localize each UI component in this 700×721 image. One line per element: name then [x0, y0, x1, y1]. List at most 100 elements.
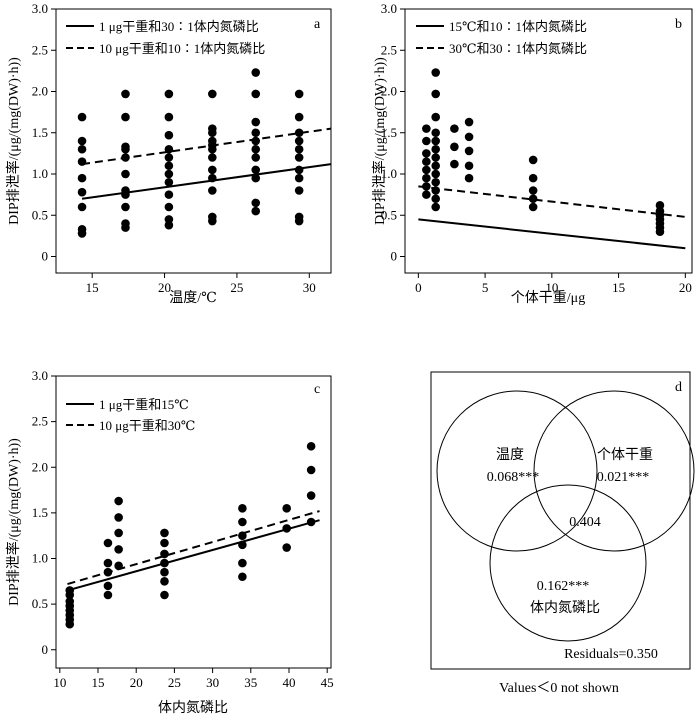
panel-a-ytick-label: 1.5	[32, 125, 48, 140]
panel-b-point	[431, 89, 441, 99]
panel-b-point	[422, 190, 431, 199]
panel-a-xtick-label: 30	[303, 280, 316, 295]
panel-c-point	[238, 572, 247, 582]
panel-a-point	[77, 173, 87, 183]
panel-b-frame	[404, 8, 693, 274]
panel-a-point	[294, 153, 304, 162]
panel-b-point	[431, 169, 441, 179]
panel-a-ytick-label: 2.5	[32, 42, 48, 57]
panel-a-ytick-label: 1.0	[32, 166, 48, 181]
panel-a-point	[77, 136, 87, 146]
panel-a-ytick-label: 0	[42, 249, 49, 264]
panel-b-point	[422, 136, 431, 146]
panel-a-point	[251, 165, 261, 175]
panel-c-letter: c	[314, 382, 320, 397]
panel-a-point	[77, 187, 87, 197]
panel-b-dashed-fit-line	[418, 185, 686, 218]
panel-a-ytick-label: 2.0	[32, 84, 48, 99]
panel-c-point	[114, 513, 123, 522]
panel-b-point	[431, 128, 441, 138]
panel-c-point	[160, 590, 169, 600]
panel-c-point	[306, 441, 316, 451]
panel-b-point	[431, 136, 441, 146]
panel-a-point	[208, 153, 217, 162]
panel-a-plot: 0 0.5 1.0 1.5 2.0 2.5 3.0 15 20 25 30	[32, 1, 332, 295]
venn-circle-temperature	[436, 390, 598, 552]
panel-c-ylabel: DIP排泄率/(μg/(mg(DW)·h))	[5, 438, 22, 606]
panel-b-point	[450, 124, 459, 133]
panel-a-point	[164, 130, 174, 140]
panel-a-point	[77, 144, 87, 154]
panel-a-point	[294, 186, 304, 195]
panel-a-xtick-label: 15	[86, 280, 99, 295]
venn-residuals: Residuals=0.350	[564, 647, 658, 662]
panel-b-point	[528, 202, 538, 212]
panel-c-ytick-label: 0	[42, 642, 49, 657]
venn-temperature-value: 0.068***	[487, 470, 540, 485]
panel-c-frame	[55, 375, 332, 669]
panel-b-point	[431, 144, 441, 154]
panel-a-point	[164, 112, 174, 122]
panel-c-xtick-label: 15	[92, 675, 105, 690]
panel-a-point	[77, 202, 87, 212]
panel-a-point	[251, 117, 261, 127]
panel-a-point	[208, 186, 217, 195]
panel-b-point	[422, 124, 431, 133]
panel-b-point	[528, 173, 538, 183]
panel-c-point	[238, 558, 247, 568]
venn-circle-body-weight	[533, 390, 695, 552]
panel-c-point	[65, 597, 75, 606]
panel-a-point	[121, 89, 130, 99]
panel-b: 0 0.5 1.0 1.5 2.0 2.5 3.0 0 5 10 15 20 b 15℃和10∶1体内…	[371, 1, 693, 306]
panel-a-point	[164, 190, 174, 199]
panel-a-point	[121, 142, 130, 152]
venn-np-ratio-label: 体内氮磷比	[530, 600, 600, 616]
panel-b-point	[450, 142, 459, 152]
panel-b-point	[431, 68, 441, 77]
panel-d-venn: d 温度 0.068*** 个体干重 0.021*** 0.404 0.162*…	[430, 371, 695, 670]
panel-a-point	[164, 169, 174, 179]
panel-c-point	[160, 528, 169, 538]
panel-a-point	[251, 89, 261, 99]
panel-c-xtick-label: 25	[168, 675, 181, 690]
panel-b-point	[431, 153, 441, 162]
panel-c-xlabel: 体内氮磷比	[158, 700, 228, 716]
panel-b-xtick-label: 15	[612, 280, 625, 295]
panel-b-ytick-label: 2.5	[381, 42, 397, 57]
panel-c-point	[160, 538, 169, 548]
panel-a-point	[77, 112, 87, 122]
panel-c-point	[114, 545, 123, 554]
panel-a-point	[208, 124, 217, 133]
panel-c-ytick-label: 1.5	[32, 505, 48, 520]
panel-c-point	[306, 491, 316, 500]
panel-d-letter: d	[675, 380, 682, 395]
panel-a-point	[294, 128, 304, 138]
panel-a-point	[294, 144, 304, 154]
panel-c-solid-fit-line	[67, 519, 320, 592]
panel-b-point	[528, 186, 538, 195]
panel-a-xtick-label: 25	[230, 280, 243, 295]
legend-a-dashed-label: 10 μg干重和10∶1体内氮磷比	[99, 41, 265, 56]
panel-a-point	[208, 136, 217, 146]
panel-d-frame	[430, 371, 691, 670]
panel-c-xtick-label: 40	[282, 675, 295, 690]
panel-c-point	[103, 581, 113, 591]
panel-a-point	[208, 212, 217, 222]
panel-c-plot: 0 0.5 1.0 1.5 2.0 2.5 3.0 10 15 20 25 30 35 40 45	[32, 368, 334, 690]
panel-b-point	[464, 132, 474, 142]
panel-c-ytick-label: 1.0	[32, 551, 48, 566]
panel-c-ytick-label: 2.0	[32, 459, 48, 474]
panel-b-point	[431, 194, 441, 204]
panel-a-dashed-fit-line	[81, 127, 332, 166]
panel-a-point	[164, 215, 174, 224]
panel-a-point	[251, 198, 261, 208]
panel-a-point	[251, 144, 261, 154]
panel-b-point	[431, 161, 441, 171]
panel-c-point	[238, 517, 247, 527]
panel-a-point	[294, 112, 304, 122]
panel-b-ytick-label: 1.0	[381, 166, 397, 181]
panel-a-point	[294, 136, 304, 146]
panel-b-xtick-label: 10	[545, 280, 558, 295]
panel-c: 0 0.5 1.0 1.5 2.0 2.5 3.0 10 15 20 25 30 35 40 45 c 1 …	[5, 368, 334, 716]
panel-a-point	[121, 202, 130, 212]
